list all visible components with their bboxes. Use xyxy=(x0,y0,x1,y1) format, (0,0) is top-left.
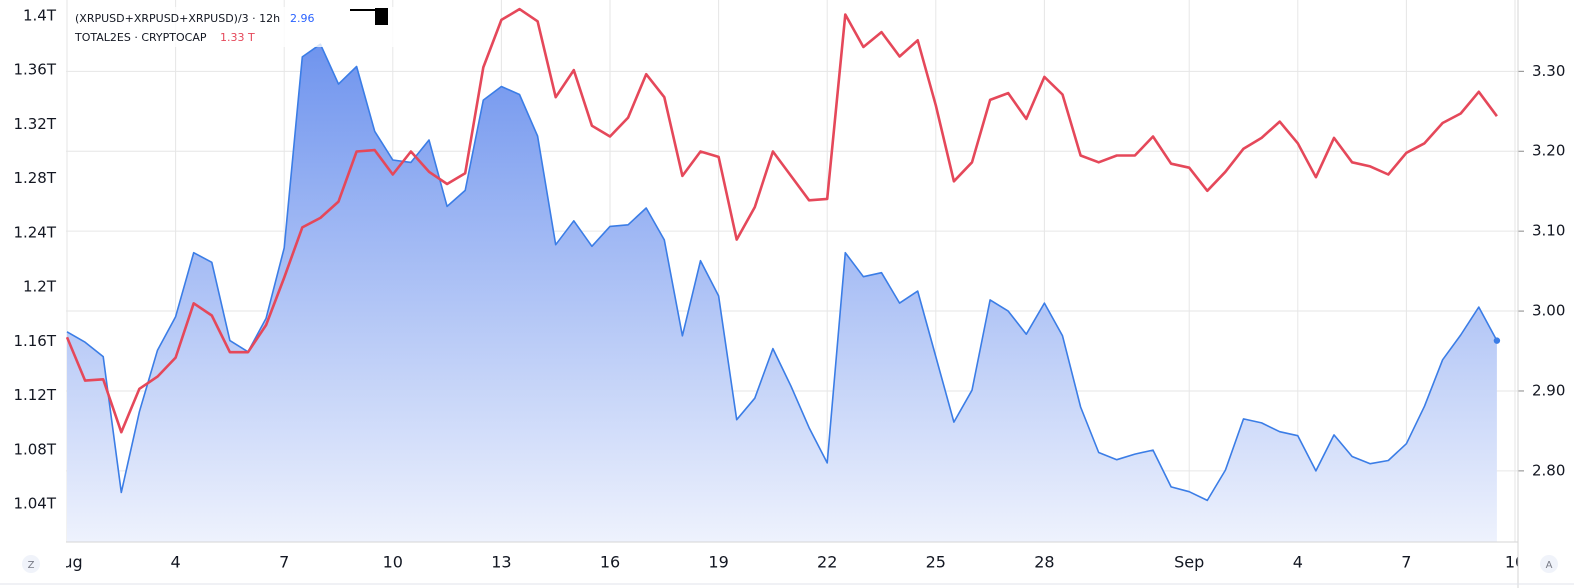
y-tick-label: 1.04T xyxy=(13,495,56,513)
x-tick-label: 4 xyxy=(171,553,181,572)
x-tick-label: 16 xyxy=(600,553,620,572)
plot-area xyxy=(66,7,1501,542)
series-line xyxy=(66,43,1498,502)
legend: (XRPUSD+XRPUSD+XRPUSD)/3 · 12h 2.96 TOTA… xyxy=(68,7,398,47)
last-point xyxy=(1493,337,1501,344)
y2-tick-label: 2.80 xyxy=(1532,461,1565,479)
x-tick-label: 25 xyxy=(926,553,946,572)
legend-name: TOTAL2ES · CRYPTOCAP xyxy=(74,31,207,44)
legend-name: (XRPUSD+XRPUSD+XRPUSD)/3 · 12h xyxy=(75,12,280,25)
y-tick-label: 1.4T xyxy=(23,6,57,24)
icon[interactable] xyxy=(375,8,388,25)
y2-tick-label: 3.10 xyxy=(1532,222,1565,240)
y-tick-label: 1.36T xyxy=(13,61,56,79)
y2-tick-label: 3.20 xyxy=(1532,142,1565,160)
axes: 2.80 2.90 3.00 3.10 3.20 3.30 1.04T 1.08T 1.12T 1… xyxy=(13,6,1565,543)
control-button[interactable] xyxy=(1540,555,1558,573)
control-label[interactable]: A xyxy=(1546,560,1553,571)
y-tick-label: 1.08T xyxy=(13,440,56,458)
area-fill xyxy=(67,44,1497,542)
x-axis: Aug 4 7 10 13 16 19 22 25 28 Sep 4 7 10 xyxy=(51,553,1525,572)
y2-tick-label: 2.90 xyxy=(1532,381,1565,399)
control-button[interactable] xyxy=(22,555,40,573)
y-tick-label: 1.12T xyxy=(13,386,56,404)
y-tick-label: 1.16T xyxy=(13,332,56,350)
y-tick-label: 1.24T xyxy=(13,223,56,241)
x-tick-label: 19 xyxy=(708,553,728,572)
control-label[interactable]: Z xyxy=(28,560,35,571)
x-tick-label: Sep xyxy=(1174,553,1204,572)
y2-tick-label: 3.30 xyxy=(1532,62,1565,80)
x-tick-label: 7 xyxy=(279,553,289,572)
x-tick-label: 13 xyxy=(491,553,511,572)
legend-bg xyxy=(68,7,398,47)
y2-tick-label: 3.00 xyxy=(1532,302,1565,320)
controls: Z A xyxy=(22,555,1558,573)
x-tick-label: 7 xyxy=(1401,553,1411,572)
x-tick-label: 28 xyxy=(1034,553,1054,572)
series-line xyxy=(66,7,1498,434)
x-tick-label: 4 xyxy=(1293,553,1303,572)
y-tick-label: 1.28T xyxy=(13,169,56,187)
legend-value: 1.33 T xyxy=(220,31,255,44)
x-tick-label: 10 xyxy=(1505,553,1525,572)
y-tick-label: 1.2T xyxy=(23,278,57,296)
x-tick-label: Aug xyxy=(51,553,82,572)
legend-value: 2.96 xyxy=(290,12,315,25)
y-tick-label: 1.32T xyxy=(13,115,56,133)
x-tick-label: 10 xyxy=(383,553,403,572)
x-tick-label: 22 xyxy=(817,553,837,572)
